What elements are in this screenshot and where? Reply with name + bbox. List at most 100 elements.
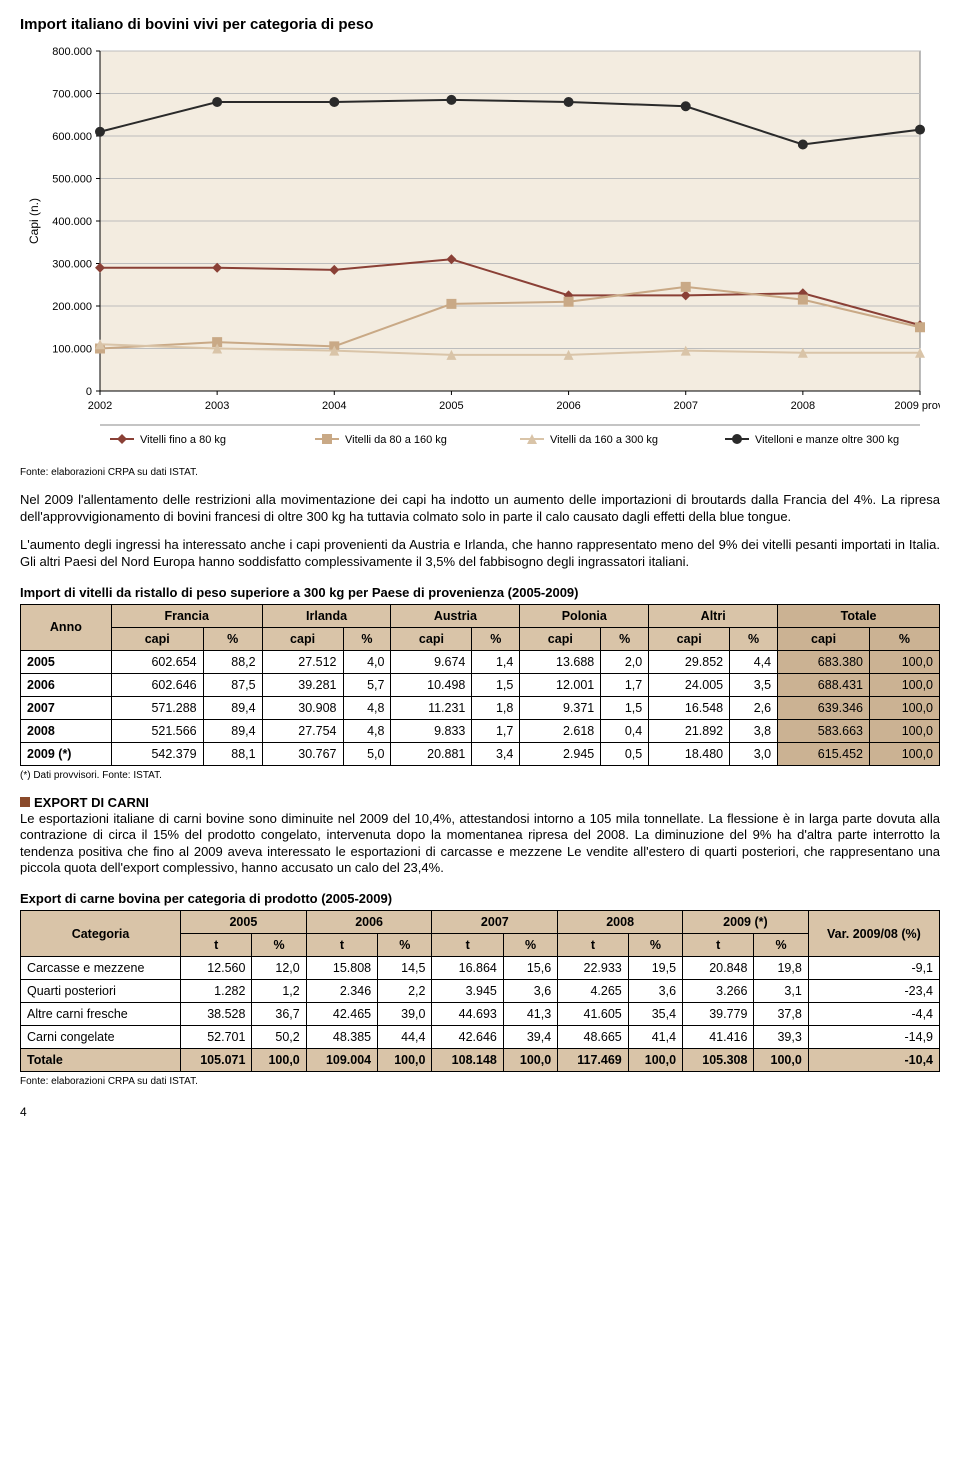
t1-cell: 3,0 [730, 742, 778, 765]
t2-total-cell: 109.004 [306, 1049, 377, 1072]
t1-year: 2008 [21, 719, 112, 742]
table-row: 2009 (*)542.37988,130.7675,020.8813,42.9… [21, 742, 940, 765]
t2-cell: 12,0 [252, 957, 306, 980]
t1-sh-4: capi [391, 627, 472, 650]
t1-cell: 100,0 [869, 696, 939, 719]
t2-total-cell: 117.469 [558, 1049, 629, 1072]
t1-cell: 88,1 [203, 742, 262, 765]
t1-cell: 5,0 [343, 742, 391, 765]
t1-cell: 521.566 [111, 719, 203, 742]
t2-cell: 20.848 [683, 957, 754, 980]
svg-text:2007: 2007 [673, 400, 697, 412]
t1-cell: 87,5 [203, 673, 262, 696]
table-row: Carcasse e mezzene12.56012,015.80814,516… [21, 957, 940, 980]
table-row: Altre carni fresche38.52836,742.46539,04… [21, 1003, 940, 1026]
t2-cell: 3.945 [432, 980, 503, 1003]
t2-sh-2: t [306, 934, 377, 957]
t2-sh-3: % [378, 934, 432, 957]
t1-sh-8: capi [649, 627, 730, 650]
t2-cell: 42.465 [306, 1003, 377, 1026]
t2-cat: Altre carni fresche [21, 1003, 181, 1026]
section2-heading: EXPORT DI CARNI [20, 795, 940, 810]
svg-text:2003: 2003 [205, 400, 229, 412]
t1-cell: 11.231 [391, 696, 472, 719]
t1-cell: 88,2 [203, 650, 262, 673]
t2-cell: 50,2 [252, 1026, 306, 1049]
chart1-container: 0100.000200.000300.000400.000500.000600.… [20, 41, 940, 461]
svg-text:300.000: 300.000 [52, 259, 92, 271]
t1-sh-10: capi [778, 627, 870, 650]
t1-cell: 18.480 [649, 742, 730, 765]
t1-sh-1: % [203, 627, 262, 650]
t2-total-cell: 100,0 [252, 1049, 306, 1072]
t1-cell: 639.346 [778, 696, 870, 719]
t2-cat: Quarti posteriori [21, 980, 181, 1003]
t2-cell: 39,4 [503, 1026, 557, 1049]
t1-cell: 24.005 [649, 673, 730, 696]
t2-cell: 16.864 [432, 957, 503, 980]
t2-sh-5: % [503, 934, 557, 957]
table2-footnote: Fonte: elaborazioni CRPA su dati ISTAT. [20, 1076, 940, 1087]
t2-var: -14,9 [808, 1026, 939, 1049]
t2-cell: 3,6 [628, 980, 682, 1003]
paragraph-1: Nel 2009 l'allentamento delle restrizion… [20, 492, 940, 525]
t2-h-3: 2007 [432, 911, 558, 934]
t1-cell: 3,5 [730, 673, 778, 696]
t2-total-cell: 108.148 [432, 1049, 503, 1072]
svg-text:2006: 2006 [556, 400, 580, 412]
t1-cell: 1,5 [472, 673, 520, 696]
t1-sh-3: % [343, 627, 391, 650]
table2: Categoria20052006200720082009 (*)Var. 20… [20, 910, 940, 1072]
table-total-row: Totale105.071100,0109.004100,0108.148100… [21, 1049, 940, 1072]
t2-cell: 1.282 [181, 980, 252, 1003]
t1-sh-11: % [869, 627, 939, 650]
t1-cell: 100,0 [869, 650, 939, 673]
chart1-title: Import italiano di bovini vivi per categ… [20, 16, 940, 33]
svg-text:Capi (n.): Capi (n.) [27, 198, 41, 244]
t2-total-cell: 105.308 [683, 1049, 754, 1072]
t1-cell: 5,7 [343, 673, 391, 696]
table2-title: Export di carne bovina per categoria di … [20, 891, 940, 906]
t1-cell: 3,4 [472, 742, 520, 765]
page-number: 4 [20, 1105, 940, 1119]
t1-year: 2006 [21, 673, 112, 696]
t2-cell: 19,8 [754, 957, 808, 980]
t2-cell: 48.665 [558, 1026, 629, 1049]
t1-cell: 3,8 [730, 719, 778, 742]
table-row: 2007571.28889,430.9084,811.2311,89.3711,… [21, 696, 940, 719]
t2-cell: 38.528 [181, 1003, 252, 1026]
t2-sh-9: % [754, 934, 808, 957]
t1-cell: 100,0 [869, 719, 939, 742]
t2-total-cell: 105.071 [181, 1049, 252, 1072]
t1-cell: 1,7 [601, 673, 649, 696]
svg-text:600.000: 600.000 [52, 131, 92, 143]
bullet-square-icon [20, 797, 30, 807]
paragraph-2: L'aumento degli ingressi ha interessato … [20, 537, 940, 570]
t1-cell: 683.380 [778, 650, 870, 673]
t2-total-cell: 100,0 [628, 1049, 682, 1072]
svg-text:200.000: 200.000 [52, 301, 92, 313]
t2-cell: 2.346 [306, 980, 377, 1003]
section2-heading-text: EXPORT DI CARNI [34, 795, 149, 810]
t1-year: 2009 (*) [21, 742, 112, 765]
t1-sh-9: % [730, 627, 778, 650]
section2-text: Le esportazioni italiane di carni bovine… [20, 811, 940, 878]
t2-cell: 3,1 [754, 980, 808, 1003]
t2-h-1: 2005 [181, 911, 307, 934]
t1-cell: 20.881 [391, 742, 472, 765]
t2-cell: 22.933 [558, 957, 629, 980]
t2-cell: 44.693 [432, 1003, 503, 1026]
t1-cell: 602.654 [111, 650, 203, 673]
svg-text:0: 0 [86, 386, 92, 398]
t2-cell: 36,7 [252, 1003, 306, 1026]
table1-footnote: (*) Dati provvisori. Fonte: ISTAT. [20, 770, 940, 781]
t2-cell: 39,3 [754, 1026, 808, 1049]
t1-cell: 100,0 [869, 742, 939, 765]
t1-cell: 4,8 [343, 696, 391, 719]
t1-cell: 13.688 [520, 650, 601, 673]
t2-cell: 44,4 [378, 1026, 432, 1049]
svg-text:Vitelli fino a 80 kg: Vitelli fino a 80 kg [140, 434, 226, 446]
t2-cell: 1,2 [252, 980, 306, 1003]
t2-total-cell: 100,0 [378, 1049, 432, 1072]
t1-cell: 16.548 [649, 696, 730, 719]
